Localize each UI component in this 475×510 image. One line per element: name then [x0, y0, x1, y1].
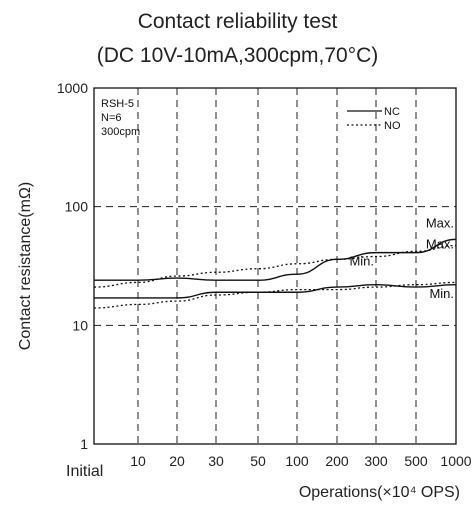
series-line-nc-min [94, 283, 457, 299]
test-info: RSH-5 N=6 300cpm [101, 98, 140, 138]
series-annotation: Max. [426, 236, 454, 251]
series-line-no-max [93, 244, 457, 288]
test-info-line: 300cpm [101, 126, 140, 138]
chart-subtitle: (DC 10V-10mA,300cpm,70°C) [96, 44, 379, 67]
series-annotation: Min. [349, 254, 374, 269]
series-annotation: Min. [429, 286, 454, 301]
test-info-line: RSH-5 [101, 98, 134, 110]
y-tick-label: 10 [72, 317, 88, 333]
legend-label-nc: NC [384, 106, 400, 118]
legend: NC NO [347, 106, 401, 132]
series-annotation: Max. [426, 215, 454, 230]
x-tick-label: 300 [364, 453, 388, 469]
x-tick-label: 1000 [440, 453, 471, 469]
tick-labels: 1 10 100 1000 Initial 10 20 30 50 100 200 300 500 100… [57, 80, 472, 480]
y-axis-label: Contact resistance(mΩ) [17, 182, 34, 350]
x-tick-label: 100 [285, 453, 309, 469]
series-group [93, 238, 457, 309]
x-tick-label: 500 [404, 453, 428, 469]
y-tick-label: 1 [80, 436, 88, 452]
grid-lines [94, 88, 456, 444]
x-tick-label: 30 [208, 453, 224, 469]
x-axis-label: Operations(×10⁴ OPS) [299, 484, 460, 501]
x-tick-label: 20 [169, 453, 185, 469]
series-line-no-min [93, 281, 457, 309]
plot-frame [93, 87, 457, 445]
test-info-line: N=6 [101, 112, 122, 124]
annotations: Max. Max. Min. Min. [349, 215, 454, 301]
x-tick-label: 10 [130, 453, 146, 469]
x-tick-label: 50 [250, 453, 266, 469]
chart-title: Contact reliability test [137, 10, 338, 33]
x-tick-label: Initial [66, 463, 103, 480]
y-tick-label: 1000 [57, 80, 88, 96]
x-tick-label: 200 [325, 453, 349, 469]
legend-label-no: NO [384, 120, 401, 132]
y-tick-label: 100 [65, 199, 89, 215]
series-line-nc-max [94, 238, 457, 281]
